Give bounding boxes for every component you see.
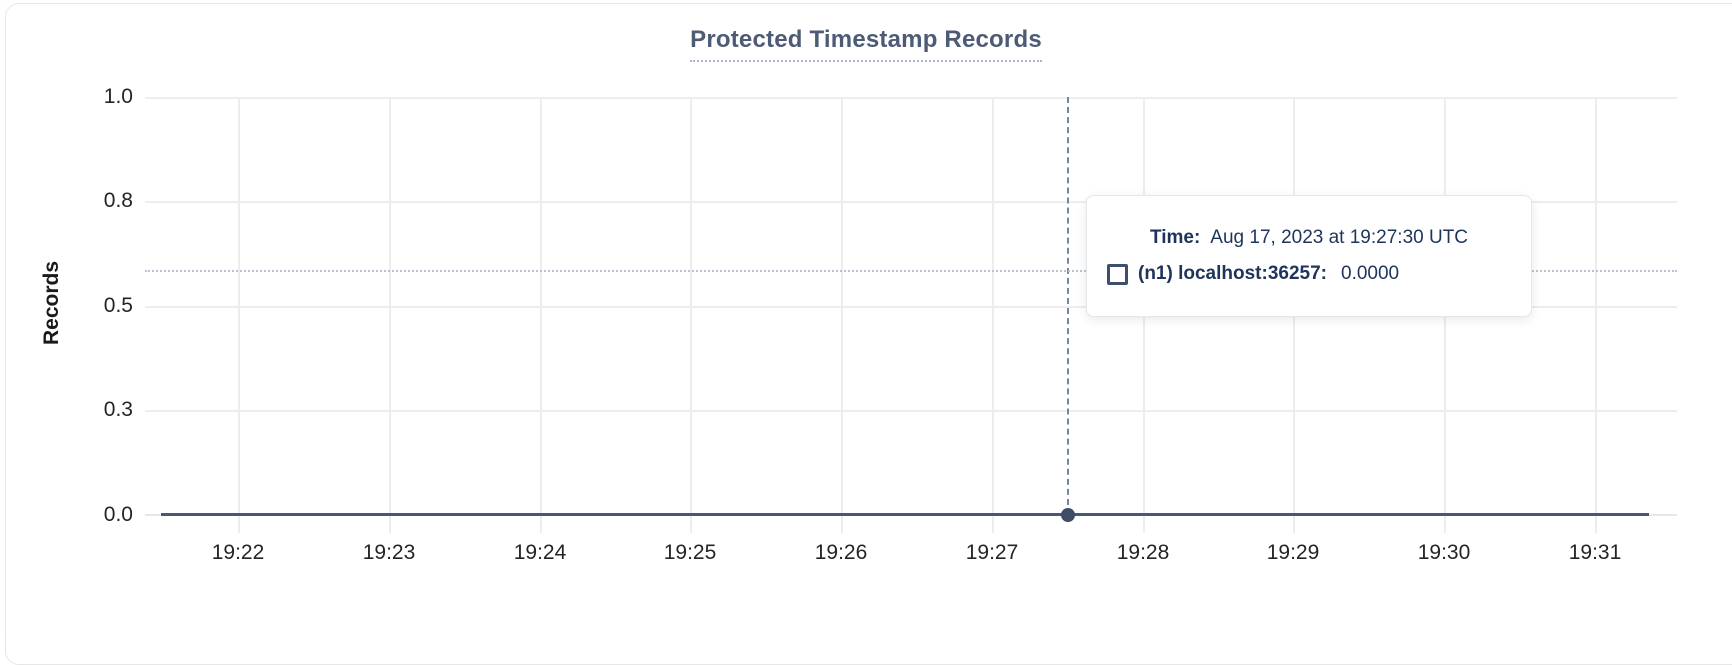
hover-point-dot [1061,508,1075,522]
chart-plot-area[interactable] [145,97,1677,533]
v-gridline [389,97,391,533]
x-tick-label: 19:26 [814,541,868,564]
x-tick-label: 19:25 [663,541,717,564]
chart-title[interactable]: Protected Timestamp Records [690,26,1042,62]
h-gridline [145,410,1677,412]
h-gridline [145,306,1677,308]
v-gridline [540,97,542,533]
series-swatch-icon [1107,263,1128,285]
tooltip-time-row: Time: Aug 17, 2023 at 19:27:30 UTC [1107,227,1511,249]
v-gridline [992,97,994,533]
x-tick-label: 19:24 [513,541,567,564]
y-tick-label: 0.0 [103,503,133,526]
chart-header: Protected Timestamp Records [0,26,1732,62]
hover-tooltip: Time: Aug 17, 2023 at 19:27:30 UTC (n1) … [1086,195,1532,317]
x-tick-label: 19:30 [1417,541,1471,564]
tooltip-series-row: (n1) localhost:36257: 0.0000 [1107,263,1511,285]
tooltip-time-value: Aug 17, 2023 at 19:27:30 UTC [1210,227,1469,248]
x-tick-label: 19:23 [362,541,416,564]
x-tick-label: 19:29 [1266,541,1320,564]
x-tick-label: 19:31 [1568,541,1622,564]
series-line [161,513,1649,516]
tooltip-series-value: 0.0000 [1341,263,1400,284]
y-tick-label: 0.8 [103,189,133,212]
v-gridline [238,97,240,533]
y-tick-label: 1.0 [103,85,133,108]
chart-container: Protected Timestamp Records Records 1.0 … [0,3,1732,665]
v-gridline [1595,97,1597,533]
crosshair-horizontal-line [145,270,1677,272]
x-tick-label: 19:22 [211,541,265,564]
tooltip-series-label: (n1) localhost:36257: [1138,263,1327,284]
v-gridline [841,97,843,533]
crosshair-vertical-line [1067,97,1069,515]
h-gridline [145,201,1677,203]
y-tick-label: 0.3 [103,398,133,421]
x-tick-label: 19:28 [1116,541,1170,564]
y-tick-label: 0.5 [103,294,133,317]
h-gridline [145,97,1677,99]
v-gridline [690,97,692,533]
x-tick-label: 19:27 [965,541,1019,564]
tooltip-time-label: Time: [1149,227,1201,248]
